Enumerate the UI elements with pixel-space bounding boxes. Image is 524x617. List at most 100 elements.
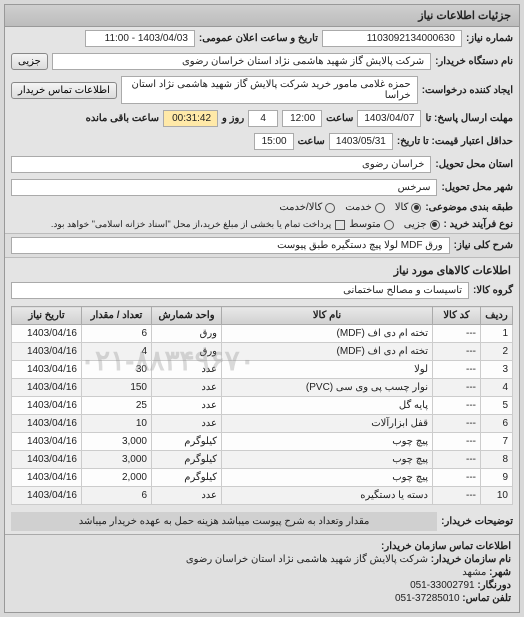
label-buyer-notes: توضیحات خریدار: (441, 516, 513, 527)
table-cell: 1403/04/16 (12, 451, 82, 469)
footer-l4-value: 37285010-051 (395, 593, 460, 604)
table-cell: --- (433, 361, 481, 379)
table-cell: 4 (82, 343, 152, 361)
radio-dot-icon (384, 220, 394, 230)
row-process-type: نوع فرآیند خرید : جزیی متوسط پرداخت تمام… (5, 216, 519, 233)
description-value: ورق MDF لولا پیچ دستگیره طبق پیوست (11, 237, 450, 254)
table-cell: ورق (152, 325, 222, 343)
table-cell: ورق (152, 343, 222, 361)
footer-l1-value: شرکت پالایش گاز شهید هاشمی نژاد استان خر… (186, 554, 428, 565)
label-description: شرح کلی نیاز: (454, 240, 513, 251)
table-cell: دسته یا دستگیره (222, 487, 433, 505)
treasury-checkbox[interactable] (335, 220, 345, 230)
validity-date: 1403/05/31 (329, 133, 393, 150)
remain-days: 4 (248, 110, 278, 127)
radio-both[interactable]: کالا/خدمت (279, 202, 335, 213)
panel-title: جزئیات اطلاعات نیاز (5, 5, 519, 27)
radio-service[interactable]: خدمت (345, 202, 385, 213)
validity-time: 15:00 (254, 133, 294, 150)
radio-medium[interactable]: متوسط (349, 219, 393, 230)
table-cell: 6 (82, 325, 152, 343)
table-cell: 2,000 (82, 469, 152, 487)
table-row: 9---پیچ چوبکیلوگرم2,0001403/04/16 (12, 469, 513, 487)
row-requester: ایجاد کننده درخواست: حمزه غلامی مامور خر… (5, 73, 519, 107)
deadline-time: 12:00 (282, 110, 322, 127)
table-cell: عدد (152, 397, 222, 415)
goods-table: ردیفکد کالانام کالاواحد شمارشتعداد / مقد… (11, 306, 513, 505)
table-row: 4---نوار چسب پی وی سی (PVC)عدد1501403/04… (12, 379, 513, 397)
table-cell: 1403/04/16 (12, 487, 82, 505)
table-header-cell: واحد شمارش (152, 307, 222, 325)
table-cell: 7 (481, 433, 513, 451)
row-validity: حداقل اعتبار قیمت: تا تاریخ: 1403/05/31 … (5, 130, 519, 153)
table-cell: --- (433, 325, 481, 343)
row-buyer: نام دستگاه خریدار: شرکت پالایش گاز شهید … (5, 50, 519, 73)
table-cell: 1403/04/16 (12, 397, 82, 415)
table-cell: عدد (152, 415, 222, 433)
table-cell: پیچ چوب (222, 433, 433, 451)
table-cell: کیلوگرم (152, 469, 222, 487)
table-cell: کیلوگرم (152, 451, 222, 469)
table-cell: --- (433, 343, 481, 361)
radio-minor[interactable]: جزیی (404, 219, 440, 230)
row-need-number: شماره نیاز: 1103092134000630 تاریخ و ساع… (5, 27, 519, 50)
row-classification: طبقه بندی موضوعی: کالا خدمت کالا/خدمت (5, 199, 519, 216)
table-header-cell: تاریخ نیاز (12, 307, 82, 325)
need-number-value: 1103092134000630 (322, 30, 462, 47)
table-cell: --- (433, 487, 481, 505)
table-cell: --- (433, 451, 481, 469)
label-deadline: مهلت ارسال پاسخ: تا (425, 113, 513, 124)
table-cell: تخته ام دی اف (MDF) (222, 325, 433, 343)
row-goods-group: گروه کالا: تاسیسات و مصالح ساختمانی (5, 279, 519, 302)
table-header-cell: کد کالا (433, 307, 481, 325)
table-cell: 1403/04/16 (12, 343, 82, 361)
label-time-1: ساعت (326, 113, 353, 124)
table-header-cell: ردیف (481, 307, 513, 325)
radio-goods[interactable]: کالا (395, 202, 422, 213)
table-cell: 9 (481, 469, 513, 487)
table-cell: عدد (152, 487, 222, 505)
buyer-contact-button[interactable]: اطلاعات تماس خریدار (11, 82, 117, 99)
radio-dot-icon (325, 203, 335, 213)
table-cell: --- (433, 415, 481, 433)
footer-l2-label: شهر: (489, 567, 511, 578)
table-header-cell: نام کالا (222, 307, 433, 325)
table-cell: پیچ چوب (222, 451, 433, 469)
table-row: 10---دسته یا دستگیرهعدد61403/04/16 (12, 487, 513, 505)
label-buyer: نام دستگاه خریدار: (435, 56, 513, 67)
details-panel: جزئیات اطلاعات نیاز شماره نیاز: 11030921… (4, 4, 520, 613)
table-cell: 25 (82, 397, 152, 415)
label-days: روز و (222, 113, 244, 124)
city-value: سرخس (11, 179, 437, 196)
footer-l2-value: مشهد (462, 567, 486, 578)
table-cell: 1403/04/16 (12, 433, 82, 451)
classification-radios: کالا خدمت کالا/خدمت (279, 202, 421, 213)
table-cell: نوار چسب پی وی سی (PVC) (222, 379, 433, 397)
table-cell: کیلوگرم (152, 433, 222, 451)
table-cell: 5 (481, 397, 513, 415)
table-cell: پایه گل (222, 397, 433, 415)
table-cell: 1403/04/16 (12, 415, 82, 433)
table-cell: قفل ابزارآلات (222, 415, 433, 433)
row-province: استان محل تحویل: خراسان رضوی (5, 153, 519, 176)
table-header-cell: تعداد / مقدار (82, 307, 152, 325)
table-cell: 1403/04/16 (12, 325, 82, 343)
process-radios: جزیی متوسط (349, 219, 439, 230)
radio-dot-icon (430, 220, 440, 230)
table-row: 8---پیچ چوبکیلوگرم3,0001403/04/16 (12, 451, 513, 469)
row-deadline: مهلت ارسال پاسخ: تا 1403/04/07 ساعت 12:0… (5, 107, 519, 130)
label-time-2: ساعت (298, 136, 325, 147)
table-cell: 3,000 (82, 451, 152, 469)
footer-title: اطلاعات تماس سازمان خریدار: (381, 541, 511, 552)
footer-l4-label: تلفن تماس: (462, 593, 511, 604)
table-cell: عدد (152, 379, 222, 397)
partial-button[interactable]: جزیی (11, 53, 48, 70)
goods-group-value: تاسیسات و مصالح ساختمانی (11, 282, 469, 299)
table-cell: 150 (82, 379, 152, 397)
requester-value: حمزه غلامی مامور خرید شرکت پالایش گاز شه… (121, 76, 418, 104)
table-row: 1---تخته ام دی اف (MDF)ورق61403/04/16 (12, 325, 513, 343)
table-cell: 8 (481, 451, 513, 469)
row-city: شهر محل تحویل: سرخس (5, 176, 519, 199)
table-cell: --- (433, 379, 481, 397)
province-value: خراسان رضوی (11, 156, 431, 173)
